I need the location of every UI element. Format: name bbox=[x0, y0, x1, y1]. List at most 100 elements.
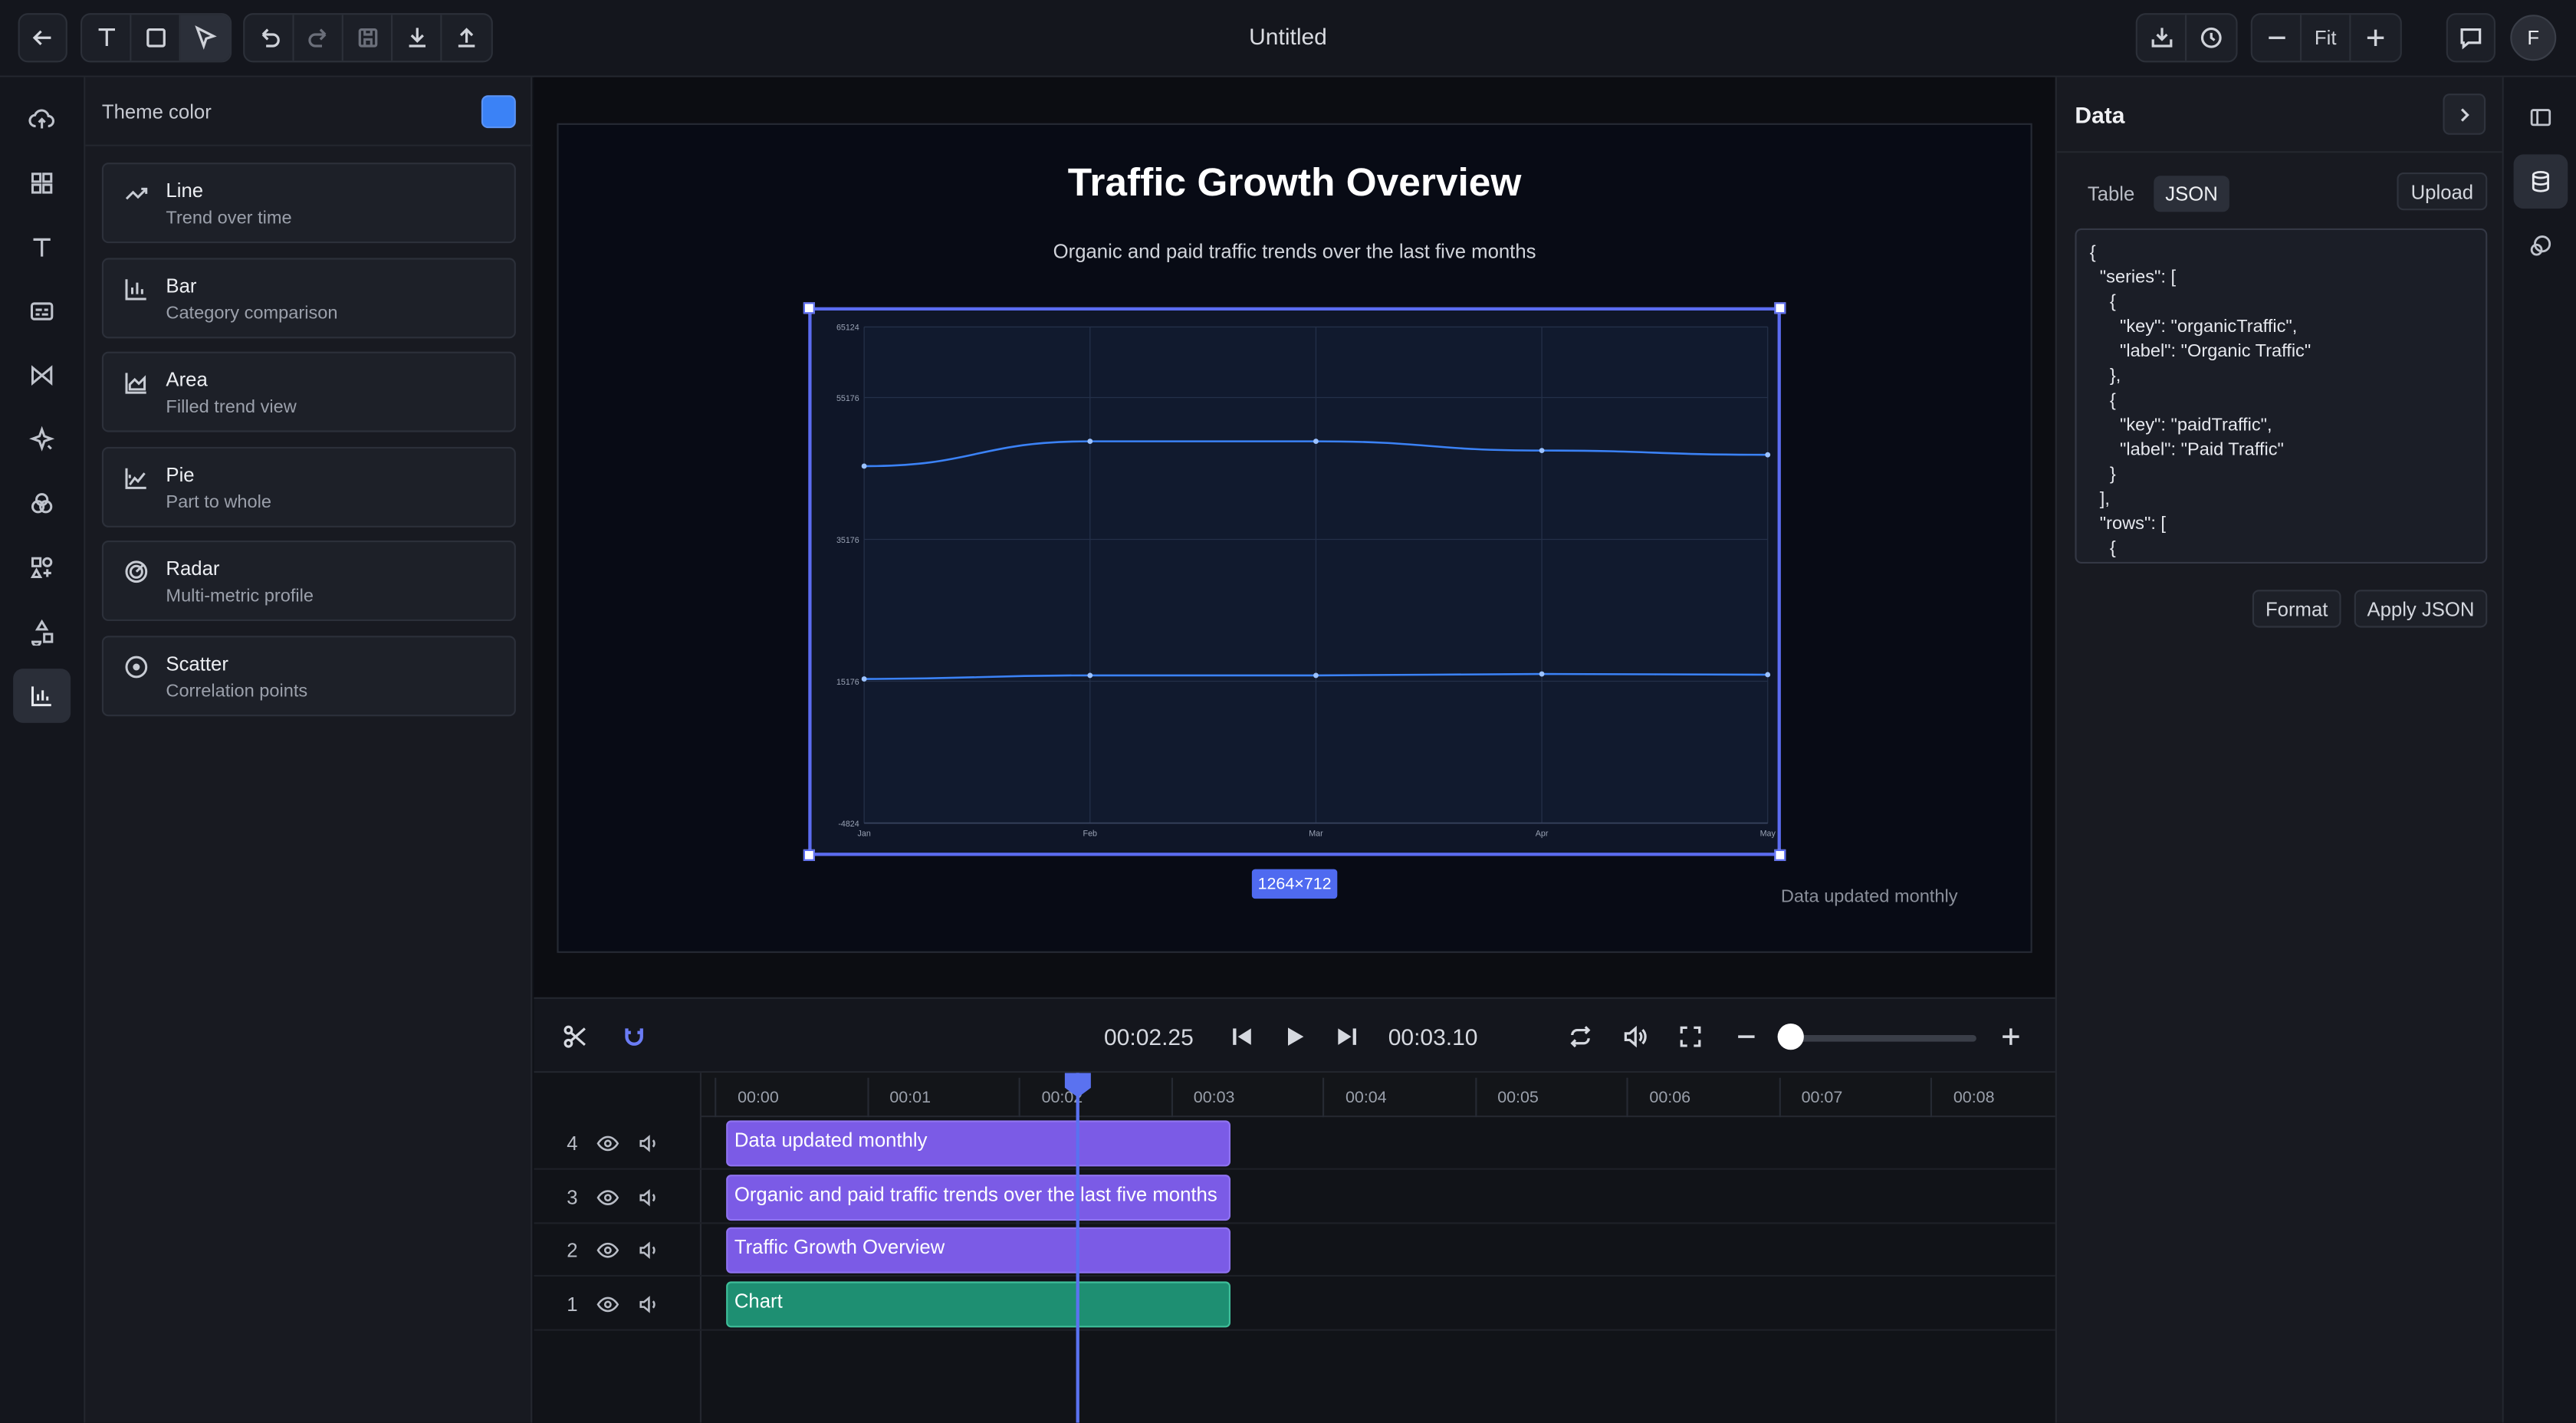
volume-icon[interactable] bbox=[637, 1132, 660, 1155]
redo-button[interactable] bbox=[294, 15, 343, 61]
skip-back-icon bbox=[1233, 1028, 1251, 1045]
tab-table[interactable]: Table bbox=[2087, 182, 2135, 205]
canvas-footnote[interactable]: Data updated monthly bbox=[1780, 887, 1958, 907]
rail-text[interactable] bbox=[13, 220, 71, 274]
time-ruler[interactable]: 00:00 00:01 00:02 00:03 00:04 00:05 00:06 00:07… bbox=[702, 1073, 2055, 1118]
bar-chart-icon bbox=[125, 279, 146, 301]
export-button[interactable] bbox=[2137, 15, 2187, 61]
resize-handle-bottom-right[interactable] bbox=[1774, 849, 1786, 861]
ruler-tick-label: 00:08 bbox=[1953, 1089, 1995, 1108]
tab-json[interactable]: JSON bbox=[2154, 176, 2229, 212]
canvas-title[interactable]: Traffic Growth Overview bbox=[1067, 161, 1522, 205]
chart-type-radar[interactable]: Radar Multi-metric profile bbox=[101, 541, 516, 621]
comments-button[interactable] bbox=[2446, 13, 2496, 63]
track-row-4: 4 Data updated monthly bbox=[534, 1117, 2055, 1170]
upload-data-button[interactable]: Upload bbox=[2397, 173, 2488, 211]
scatter-chart-icon bbox=[125, 656, 148, 679]
zoom-fit-button[interactable]: Fit bbox=[2302, 15, 2351, 61]
resize-handle-top-right[interactable] bbox=[1774, 302, 1786, 314]
top-bar: Untitled Fit F bbox=[0, 0, 2576, 77]
save-button[interactable] bbox=[343, 15, 393, 61]
volume-icon[interactable] bbox=[637, 1186, 660, 1209]
select-tool-button[interactable] bbox=[180, 15, 230, 61]
rail-layout[interactable] bbox=[2514, 90, 2568, 145]
loop-button[interactable] bbox=[1564, 1020, 1597, 1053]
canvas-subtitle[interactable]: Organic and paid traffic trends over the… bbox=[1053, 239, 1536, 263]
data-panel-header: Data bbox=[2056, 77, 2504, 153]
chart-type-line[interactable]: Line Trend over time bbox=[101, 163, 516, 244]
user-avatar[interactable]: F bbox=[2510, 15, 2557, 61]
transport-bar: 00:02.25 00:03.10 bbox=[534, 997, 2055, 1073]
resize-handle-bottom-left[interactable] bbox=[803, 849, 815, 861]
chart-type-name: Pie bbox=[166, 463, 195, 487]
collapse-panel-button[interactable] bbox=[2443, 94, 2486, 135]
volume-button[interactable] bbox=[1618, 1020, 1651, 1053]
eye-icon[interactable] bbox=[596, 1132, 619, 1155]
pie-chart-icon bbox=[125, 468, 146, 489]
magnet-icon bbox=[625, 1028, 643, 1046]
rectangle-tool-button[interactable] bbox=[131, 15, 181, 61]
format-button[interactable]: Format bbox=[2252, 590, 2341, 628]
skip-forward-button[interactable] bbox=[1331, 1020, 1364, 1053]
ruler-tick-label: 00:06 bbox=[1649, 1089, 1691, 1108]
timeline-zoom-slider[interactable] bbox=[1792, 1035, 1976, 1042]
snap-button[interactable] bbox=[618, 1020, 651, 1053]
upload-button[interactable] bbox=[442, 15, 491, 61]
playhead[interactable] bbox=[1076, 1073, 1080, 1423]
chart-element[interactable]: 65124 55176 35176 15176 -4824 Jan Feb Mar Apr May bbox=[803, 302, 1786, 861]
apply-json-button[interactable]: Apply JSON bbox=[2354, 590, 2488, 628]
timeline: 00:00 00:01 00:02 00:03 00:04 00:05 00:06 00:07… bbox=[534, 1073, 2055, 1423]
rail-effects[interactable] bbox=[13, 412, 71, 467]
text-icon bbox=[97, 28, 114, 46]
download-button[interactable] bbox=[393, 15, 442, 61]
right-rail bbox=[2502, 77, 2576, 1423]
timeline-clip[interactable]: Data updated monthly bbox=[726, 1120, 1230, 1167]
data-point bbox=[861, 676, 867, 682]
chart-type-scatter[interactable]: Scatter Correlation points bbox=[101, 636, 516, 717]
timeline-zoom-out-button[interactable] bbox=[1730, 1020, 1763, 1053]
timeline-zoom-knob[interactable] bbox=[1777, 1024, 1804, 1050]
palette-icon bbox=[2530, 235, 2551, 256]
eye-icon[interactable] bbox=[596, 1186, 619, 1209]
history-button[interactable] bbox=[2187, 15, 2236, 61]
rail-templates[interactable] bbox=[13, 156, 71, 211]
timeline-zoom-in-button[interactable] bbox=[1994, 1020, 2027, 1053]
back-button[interactable] bbox=[18, 13, 67, 63]
theme-color-swatch[interactable] bbox=[481, 95, 516, 129]
rail-captions[interactable] bbox=[13, 284, 71, 339]
undo-button[interactable] bbox=[245, 15, 294, 61]
track-row-2: 2 Traffic Growth Overview bbox=[534, 1224, 2055, 1277]
chart-type-area[interactable]: Area Filled trend view bbox=[101, 351, 516, 432]
rail-elements[interactable] bbox=[13, 541, 71, 595]
chart-type-bar[interactable]: Bar Category comparison bbox=[101, 258, 516, 339]
chart-type-pie[interactable]: Pie Part to whole bbox=[101, 446, 516, 527]
play-button[interactable] bbox=[1278, 1020, 1311, 1053]
y-tick-label: 35176 bbox=[836, 536, 859, 545]
eye-icon[interactable] bbox=[596, 1293, 619, 1316]
rail-uploads[interactable] bbox=[13, 92, 71, 146]
json-editor[interactable]: { "series": [ { "key": "organicTraffic",… bbox=[2075, 228, 2488, 564]
rail-charts[interactable] bbox=[13, 669, 71, 723]
text-tool-button[interactable] bbox=[82, 15, 132, 61]
chart-type-desc: Multi-metric profile bbox=[166, 587, 314, 606]
rail-stickers[interactable] bbox=[13, 605, 71, 659]
fullscreen-button[interactable] bbox=[1674, 1020, 1707, 1053]
eye-icon[interactable] bbox=[596, 1239, 619, 1262]
timeline-clip[interactable]: Organic and paid traffic trends over the… bbox=[726, 1175, 1230, 1221]
timeline-clip[interactable]: Chart bbox=[726, 1281, 1230, 1328]
skip-back-button[interactable] bbox=[1226, 1020, 1259, 1053]
timeline-clip[interactable]: Traffic Growth Overview bbox=[726, 1227, 1230, 1273]
zoom-in-button[interactable] bbox=[2351, 15, 2400, 61]
rail-style[interactable] bbox=[2514, 219, 2568, 273]
rail-filters[interactable] bbox=[13, 476, 71, 531]
rail-data[interactable] bbox=[2513, 154, 2568, 209]
resize-handle-top-left[interactable] bbox=[803, 302, 815, 314]
ruler-tick-line bbox=[1626, 1077, 1628, 1118]
split-button[interactable] bbox=[559, 1020, 592, 1053]
volume-icon[interactable] bbox=[637, 1293, 660, 1316]
document-title[interactable]: Untitled bbox=[1249, 23, 1327, 50]
rail-transitions[interactable] bbox=[13, 348, 71, 403]
undo-icon bbox=[261, 28, 279, 48]
zoom-out-button[interactable] bbox=[2252, 15, 2302, 61]
volume-icon[interactable] bbox=[637, 1239, 660, 1262]
